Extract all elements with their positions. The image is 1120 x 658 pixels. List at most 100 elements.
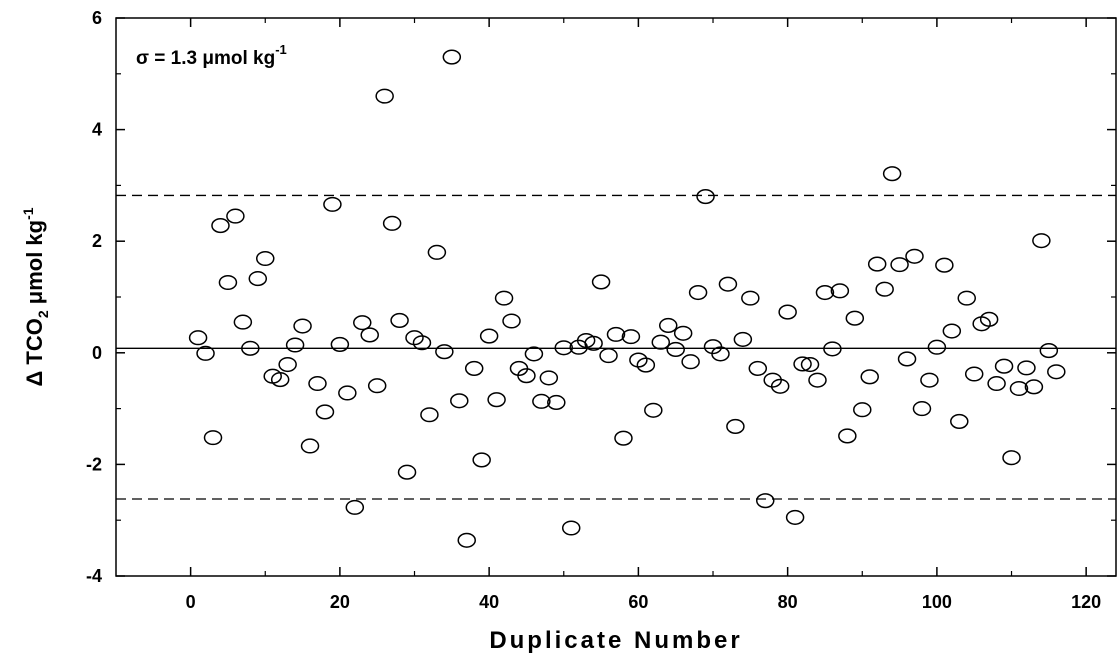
data-point [472, 452, 491, 468]
data-point [726, 418, 745, 435]
data-point [435, 344, 454, 360]
data-point [890, 257, 909, 273]
data-point [211, 218, 230, 234]
data-point [554, 340, 574, 356]
y-axis-title-superscript: -1 [20, 207, 36, 220]
data-point [584, 335, 603, 351]
data-point [748, 360, 768, 376]
data-point [718, 276, 738, 292]
data-point [875, 281, 894, 297]
data-point [681, 354, 700, 370]
data-point [375, 88, 394, 104]
data-point [1032, 233, 1051, 249]
data-point [688, 284, 708, 301]
sigma-annotation-superscript: -1 [275, 42, 287, 57]
data-point [830, 283, 850, 299]
data-point [838, 428, 857, 444]
data-point [442, 49, 462, 65]
data-point [935, 257, 954, 273]
data-point [629, 352, 648, 368]
data-point [853, 402, 872, 418]
data-point [494, 290, 514, 306]
data-point [293, 318, 312, 334]
data-point [741, 290, 760, 306]
data-point [412, 335, 432, 351]
x-tick-label: 60 [628, 592, 648, 612]
data-point [860, 369, 879, 385]
data-point [561, 520, 581, 536]
data-point [256, 250, 275, 267]
data-point [367, 378, 387, 394]
data-point [517, 368, 536, 384]
data-points [188, 49, 1066, 548]
tick-labels: 0 20 40 60 80 100 120 -4 -2 0 2 4 6 [86, 8, 1101, 612]
data-point [241, 340, 260, 356]
data-point [390, 312, 409, 328]
axis-ticks [116, 17, 1116, 577]
data-point [300, 438, 320, 454]
data-point [1002, 450, 1021, 466]
data-point [539, 370, 559, 386]
data-point [218, 274, 238, 291]
data-point [532, 393, 551, 409]
data-point [524, 346, 544, 362]
data-point [330, 336, 350, 352]
data-point [673, 325, 693, 341]
data-point [450, 393, 469, 409]
data-point [815, 284, 835, 301]
data-point [360, 327, 379, 343]
y-axis-title-unit: μmol kg [22, 220, 47, 310]
data-point [487, 392, 506, 408]
data-point [591, 274, 611, 290]
data-point [897, 351, 917, 367]
x-tick-label: 80 [778, 592, 798, 612]
data-point [942, 323, 962, 339]
data-point [950, 413, 969, 429]
data-point [323, 196, 342, 212]
data-point [1047, 364, 1066, 380]
x-tick-label: 0 [186, 592, 196, 612]
data-point [1039, 343, 1059, 359]
data-point [308, 375, 327, 392]
data-point [1009, 380, 1029, 397]
data-point [711, 346, 730, 362]
data-point [621, 329, 641, 345]
data-point [1024, 379, 1044, 395]
data-point [397, 464, 417, 480]
data-point [979, 311, 999, 327]
y-tick-label: 0 [92, 343, 102, 363]
data-point [226, 208, 245, 224]
y-axis-title-prefix: Δ TCO [22, 318, 47, 386]
data-point [778, 304, 797, 320]
y-tick-label: 6 [92, 8, 102, 28]
y-axis-title: Δ TCO2 μmol kg-1 [20, 207, 51, 386]
data-point [808, 372, 827, 388]
data-point [964, 366, 984, 382]
data-point [285, 337, 305, 353]
data-point [696, 189, 715, 205]
data-point [345, 499, 365, 515]
data-point [457, 532, 476, 548]
data-point [353, 315, 372, 331]
data-point [315, 404, 335, 420]
data-point [651, 334, 671, 350]
data-point [733, 331, 753, 347]
data-point [987, 375, 1006, 392]
data-point [800, 356, 820, 373]
plot-frame [115, 17, 1117, 577]
sigma-annotation: σ = 1.3 μmol kg-1 [136, 42, 287, 69]
data-point [233, 314, 253, 330]
data-point [927, 339, 947, 355]
data-point [606, 326, 626, 342]
data-point [464, 360, 484, 376]
data-point [644, 402, 663, 418]
data-point [636, 357, 656, 373]
data-point [867, 256, 887, 272]
data-point [188, 330, 208, 346]
data-point [203, 430, 223, 446]
y-tick-label: 4 [92, 120, 102, 140]
data-point [912, 401, 932, 417]
y-tick-label: -2 [86, 454, 102, 474]
y-axis-title-subscript: 2 [35, 310, 51, 318]
